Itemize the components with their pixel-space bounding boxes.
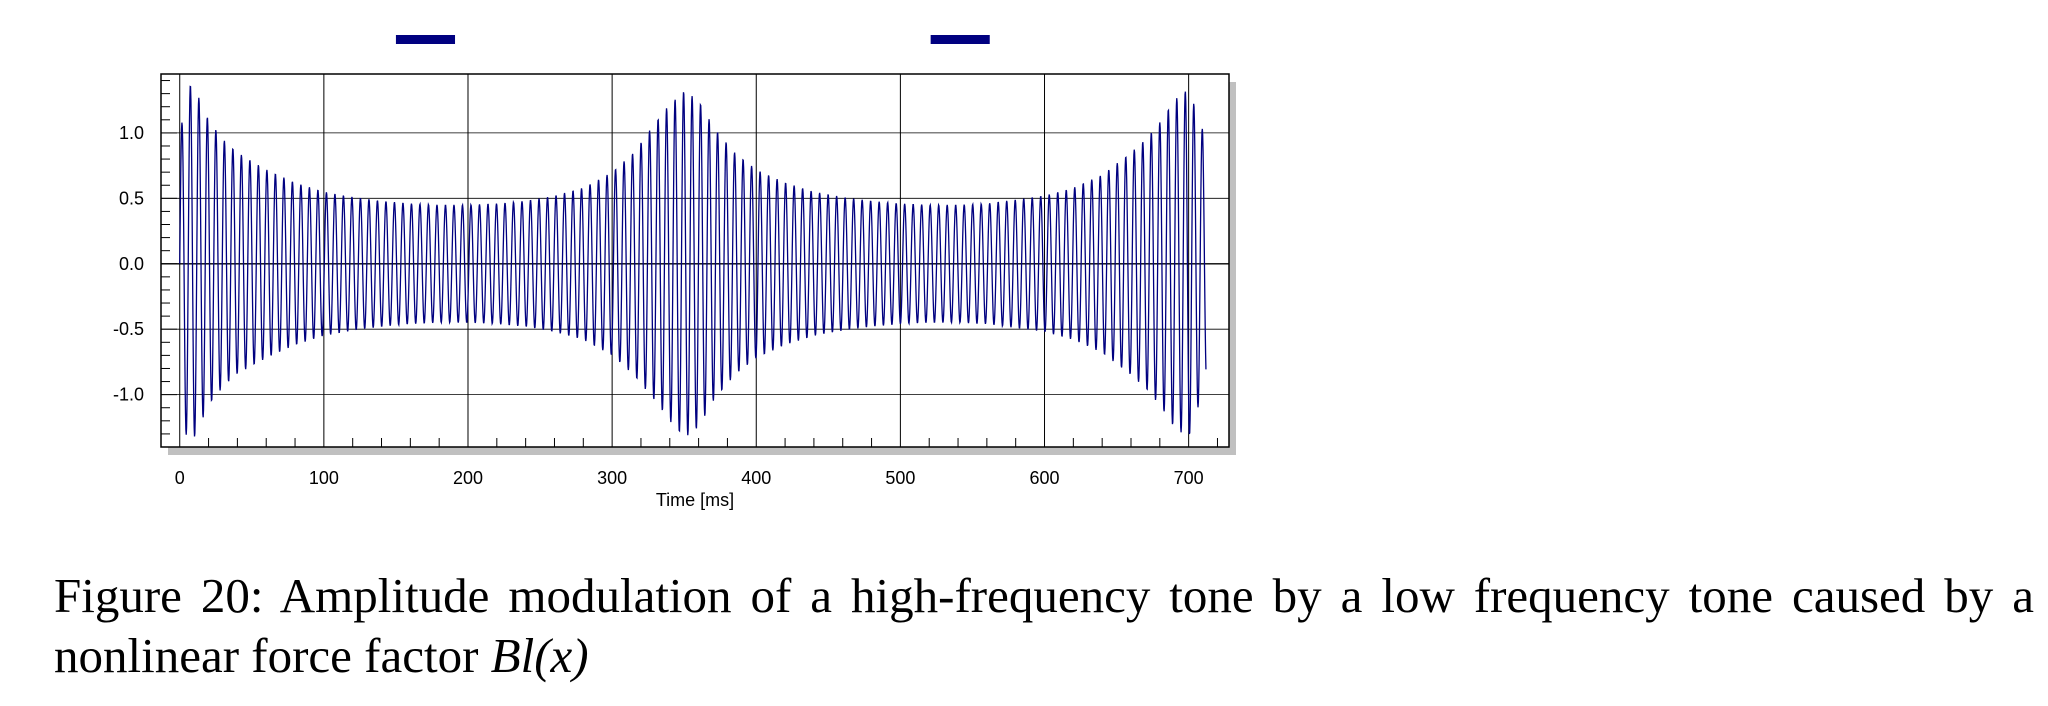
y-tick-label: -1.0 <box>113 385 144 405</box>
x-tick-label: 700 <box>1174 468 1204 488</box>
x-tick-label: 400 <box>741 468 771 488</box>
caption-text: Figure 20: Amplitude modulation of a hig… <box>54 568 2034 683</box>
y-tick-label: 1.0 <box>119 123 144 143</box>
y-tick-label: -0.5 <box>113 319 144 339</box>
caption-math: Bl(x) <box>490 628 589 683</box>
x-tick-label: 600 <box>1029 468 1059 488</box>
x-tick-label: 300 <box>597 468 627 488</box>
x-tick-label: 500 <box>885 468 915 488</box>
signal-line <box>179 85 1207 437</box>
figure-caption: Figure 20: Amplitude modulation of a hig… <box>54 566 2034 686</box>
x-tick-labels: 0 100 200 300 400 500 600 700 <box>175 468 1204 488</box>
x-tick-label: 200 <box>453 468 483 488</box>
chart: 0 100 200 300 400 500 600 700 -1.0 -0.5 0.0 0.5 1.0… <box>113 35 1236 510</box>
y-tick-labels: -1.0 -0.5 0.0 0.5 1.0 <box>113 123 144 405</box>
marker-bars <box>395 35 990 44</box>
signal-layer <box>179 85 1207 437</box>
x-tick-label: 0 <box>175 468 185 488</box>
x-axis-title: Time [ms] <box>656 490 734 510</box>
minor-ticks <box>161 80 1218 448</box>
y-tick-label: 0.0 <box>119 254 144 274</box>
x-tick-label: 100 <box>309 468 339 488</box>
y-tick-label: 0.5 <box>119 188 144 208</box>
marker-bar-2 <box>930 35 990 44</box>
marker-bar-1 <box>395 35 456 44</box>
